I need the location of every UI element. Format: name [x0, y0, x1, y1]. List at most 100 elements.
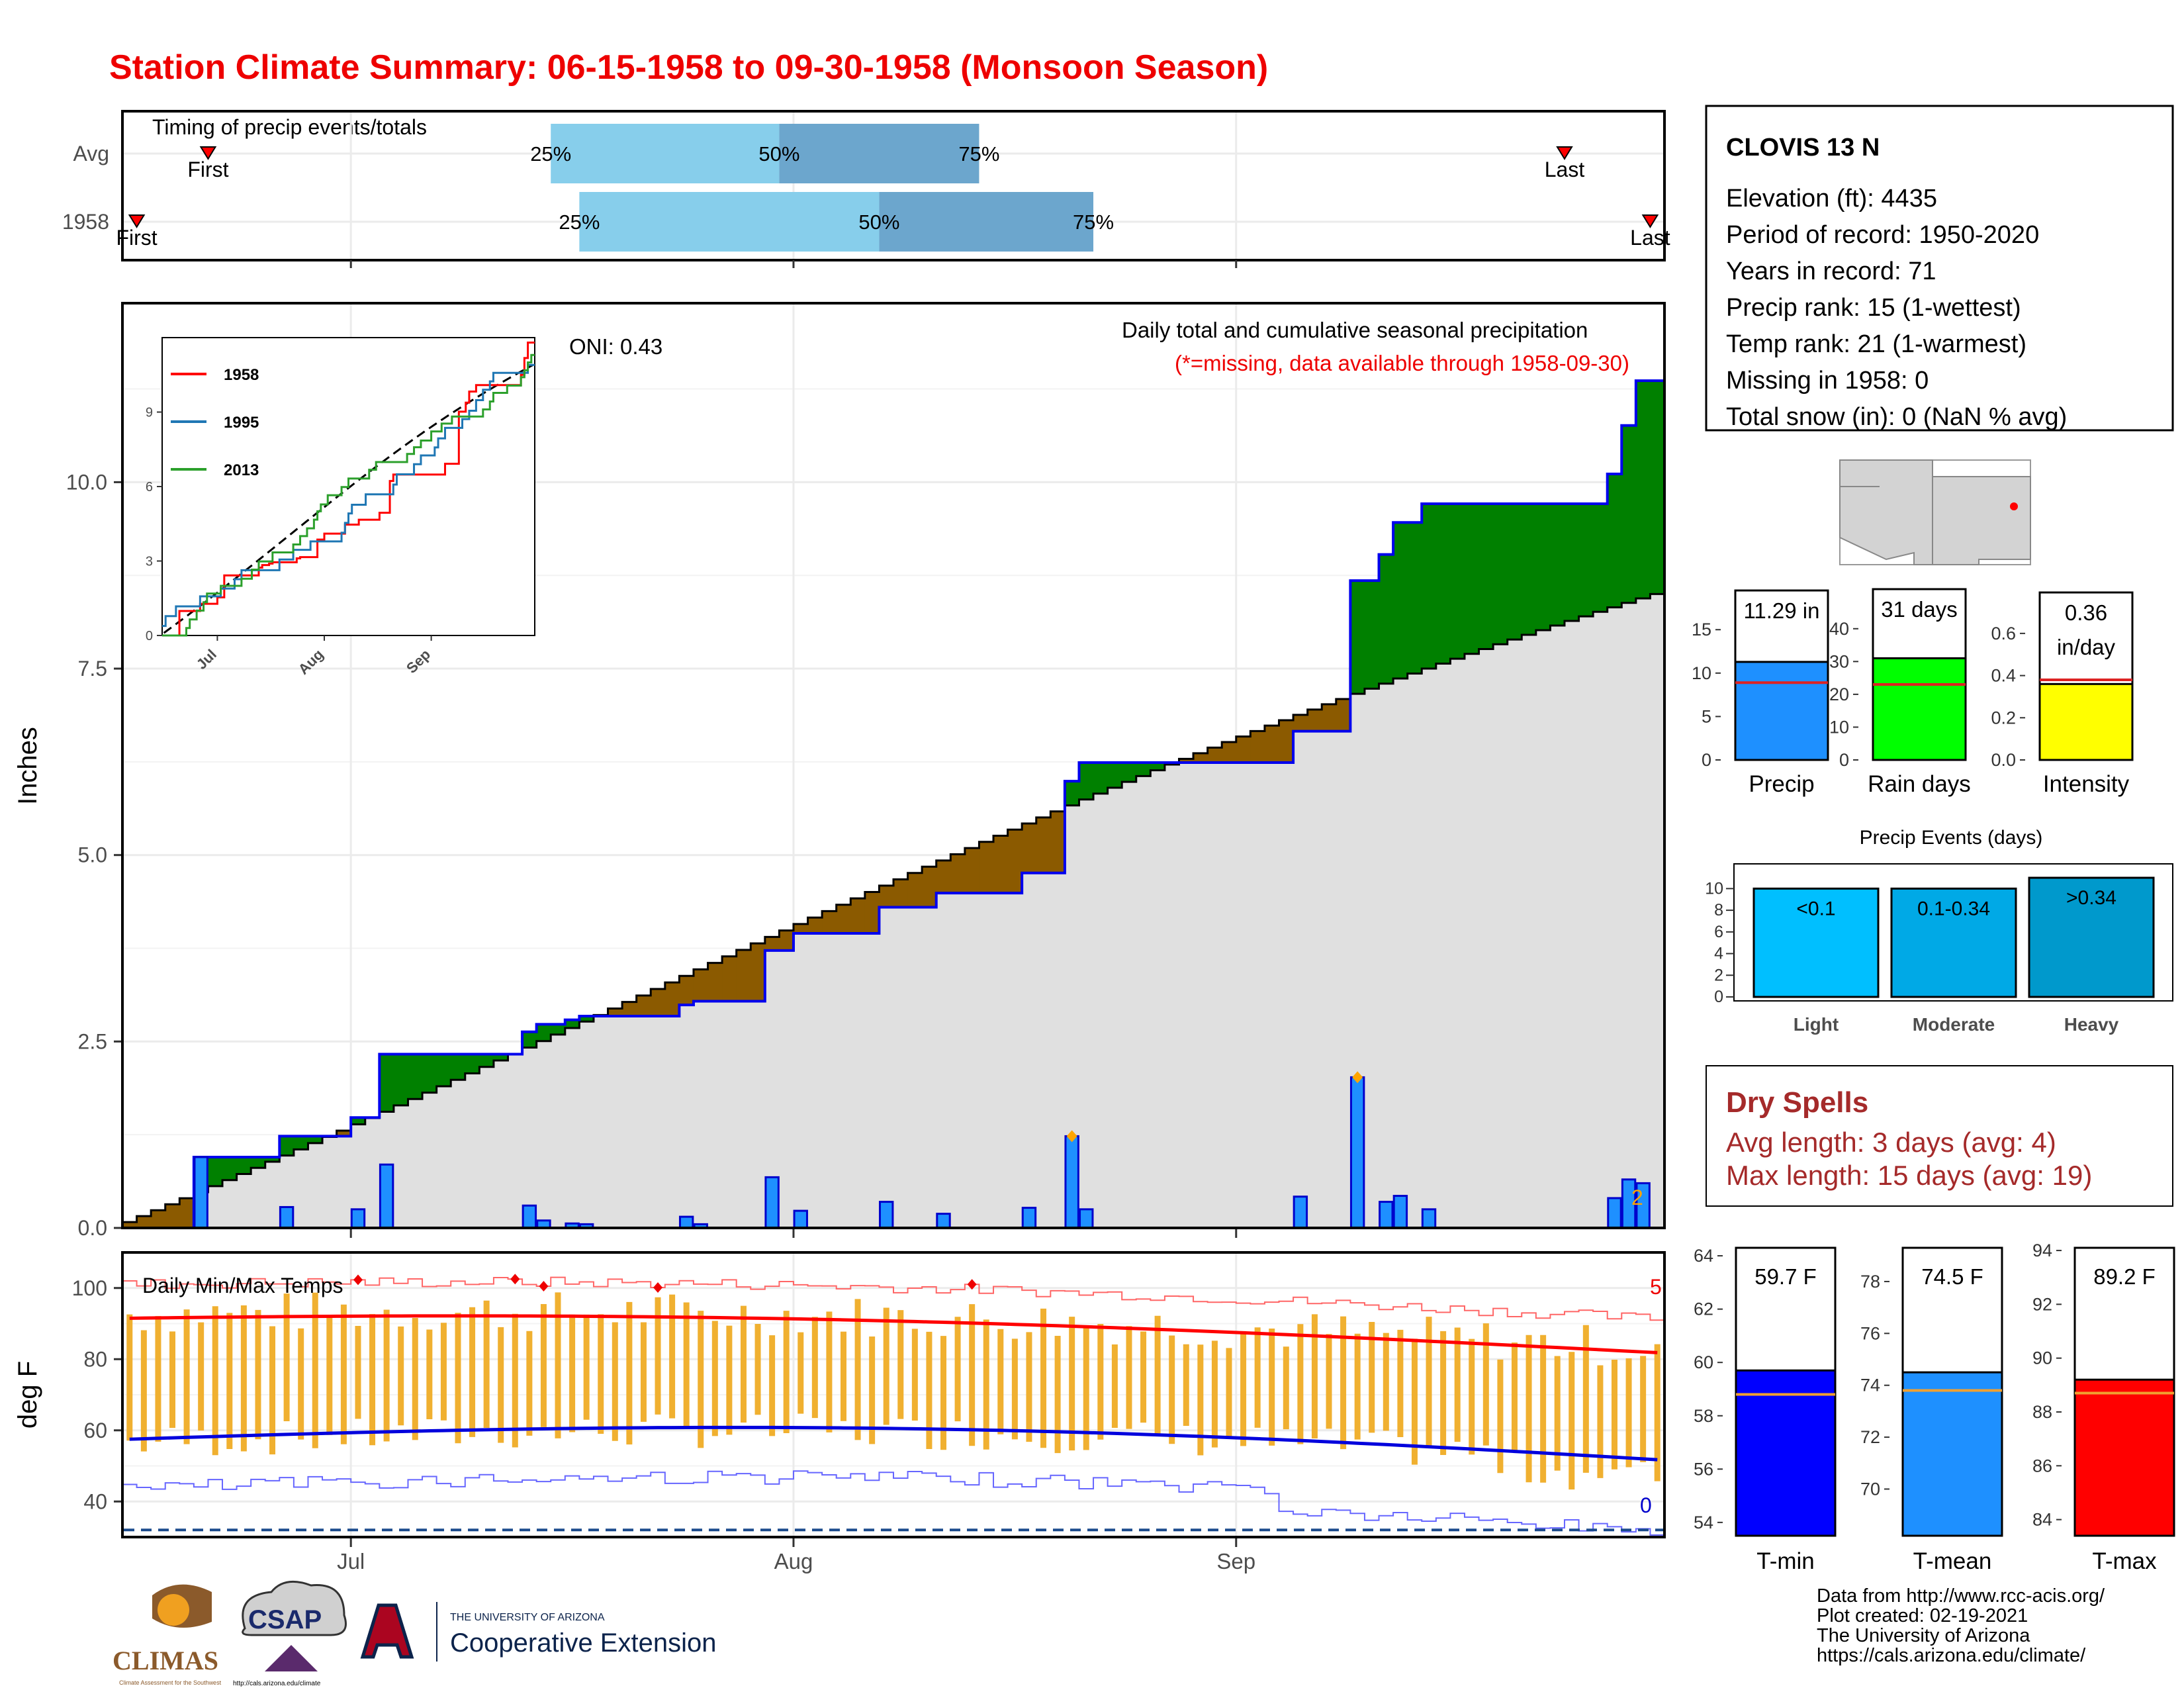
- temp-panel: 40 60 80 100 Jul Aug Sep Daily Min/Max Temps 5…: [13, 1251, 1666, 1573]
- events-xlabel: Heavy: [2064, 1014, 2119, 1035]
- temp-corner-bottom: 0: [1640, 1493, 1652, 1517]
- dry-departure-strip: [151, 1210, 166, 1228]
- csap-url: http://cals.arizona.edu/climate: [233, 1680, 321, 1687]
- daily-precip-bar: [1607, 1197, 1622, 1229]
- tbar-ytick-label: 78: [1860, 1272, 1880, 1291]
- inset-ytick-label: 0: [146, 629, 153, 643]
- summary-ytick-label: 0.0: [1991, 750, 2016, 770]
- summary-ytick-label: 0.2: [1991, 708, 2016, 727]
- summary-ytick-label: 15: [1692, 620, 1711, 639]
- cumulative-departure-strip: [1621, 425, 1637, 603]
- mountain-icon: [265, 1645, 318, 1671]
- temp-corner-top: 5: [1650, 1275, 1662, 1299]
- dry-departure-strip: [651, 988, 666, 1017]
- station-info-line: Years in record: 71: [1726, 258, 1936, 285]
- dry-departure-strip: [664, 982, 680, 1017]
- ua-block-a-icon: [360, 1603, 414, 1659]
- events-bar-label: >0.34: [2066, 887, 2116, 909]
- tbar-value-label: 59.7 F: [1754, 1264, 1817, 1289]
- precip-marks: [122, 379, 1665, 1229]
- daily-precip-bar: [1079, 1208, 1094, 1229]
- temp-ytick-label: 60: [83, 1419, 107, 1442]
- station-info-line: Temp rank: 21 (1-warmest): [1726, 330, 2026, 358]
- dry-departure-strip: [879, 885, 894, 908]
- cumulative-departure-strip: [1422, 504, 1437, 669]
- precip-ytick-label: 5.0: [78, 843, 107, 867]
- events-xlabel: Light: [1794, 1014, 1839, 1035]
- tbar-ytick-label: 60: [1694, 1352, 1713, 1372]
- daily-precip-bar: [350, 1208, 366, 1229]
- dry-departure-strip: [1222, 742, 1237, 763]
- cumulative-departure-strip: [1650, 381, 1665, 594]
- dry-departure-strip: [1322, 704, 1337, 731]
- dry-departure-strip: [1293, 714, 1308, 731]
- cumulative-departure-strip: [1107, 762, 1122, 788]
- cumulative-departure-strip: [1522, 504, 1537, 635]
- footer: CLIMAS Climate Assessment for the Southw…: [113, 1580, 2105, 1687]
- station-info-line: Elevation (ft): 4435: [1726, 185, 1937, 212]
- station-info-line: Period of record: 1950-2020: [1726, 221, 2039, 249]
- tbar-ytick-label: 62: [1694, 1299, 1713, 1319]
- cumulative-departure-strip: [1507, 504, 1522, 640]
- station-info-line: Precip rank: 15 (1-wettest): [1726, 294, 2021, 322]
- cloud-icon: [242, 1580, 347, 1636]
- timing-q25-q50-bar: [551, 124, 780, 183]
- dry-departure-strip: [1207, 747, 1222, 763]
- timing-q75-label: 75%: [958, 142, 999, 165]
- dry-departure-strip: [1307, 709, 1322, 731]
- cumulative-departure-strip: [293, 1136, 309, 1150]
- dry-departure-strip: [165, 1204, 180, 1228]
- summary-xlabel: Intensity: [2043, 771, 2130, 797]
- timing-q25-label: 25%: [559, 211, 600, 234]
- dry-departure-strip: [1050, 811, 1066, 873]
- cumulative-departure-strip: [536, 1024, 551, 1041]
- events-ytick-label: 0: [1714, 988, 1723, 1006]
- dry-departure-strip: [764, 937, 780, 951]
- events-bar: [1752, 887, 1880, 998]
- timing-row-label: 1958: [62, 210, 109, 234]
- summary-value-label: 0.36: [2065, 600, 2107, 625]
- cumulative-departure-strip: [1464, 504, 1480, 654]
- precip-panel: 0.0 2.5 5.0 7.5 10.0 Daily total and cumulat…: [13, 302, 1666, 1240]
- page-title: Station Climate Summary: 06-15-1958 to 0…: [109, 48, 1269, 87]
- dry-departure-strip: [1193, 753, 1208, 763]
- footer-credit-line: Plot created: 02-19-2021: [1817, 1605, 2028, 1626]
- cumulative-departure-strip: [1493, 504, 1508, 645]
- summary-bar-charts: 0 5 10 15 11.29 in Precip 0 10 20 30 40 31 days Rain…: [1692, 588, 2134, 797]
- inset-series-line: [162, 363, 535, 628]
- timing-last-label: Last: [1630, 226, 1670, 250]
- dry-departure-strip: [1007, 829, 1023, 894]
- tbar-xlabel: T-min: [1756, 1548, 1815, 1574]
- temp-marks: [122, 1274, 1664, 1536]
- record-daily-marker: [1066, 1130, 1077, 1143]
- record-high-marker: [353, 1274, 363, 1286]
- tbar-ytick-label: 70: [1860, 1479, 1880, 1499]
- cumulative-departure-strip: [1379, 554, 1394, 684]
- tbar-ytick-label: 90: [2032, 1348, 2052, 1368]
- temp-summary-bars: 54 56 58 60 62 64 59.7 F T-min 70 72 74 76 78 74.5 F T…: [1694, 1241, 2175, 1574]
- cumulative-departure-strip: [493, 1054, 509, 1061]
- summary-ytick-label: 10: [1692, 663, 1711, 683]
- events-xlabel: Moderate: [1913, 1014, 1995, 1035]
- temp-ytick-label: 40: [83, 1489, 107, 1513]
- events-ytick-label: 4: [1714, 945, 1723, 963]
- dry-spells-box: Dry Spells Avg length: 3 days (avg: 4) M…: [1706, 1065, 2173, 1207]
- cumulative-departure-strip: [1079, 762, 1094, 800]
- tbar-ytick-label: 74: [1860, 1376, 1880, 1395]
- daily-precip-bar: [764, 1176, 780, 1229]
- climas-logo: CLIMAS Climate Assessment for the Southw…: [113, 1584, 222, 1686]
- climas-text: CLIMAS: [113, 1646, 218, 1675]
- precip-corner-label: 2: [1631, 1186, 1643, 1209]
- summary-value-label: 31 days: [1881, 597, 1958, 622]
- events-bar: [2028, 876, 2155, 998]
- footer-credit-line: The University of Arizona: [1817, 1625, 2030, 1646]
- timing-q50-label: 50%: [758, 142, 799, 165]
- timing-first-label: First: [116, 226, 157, 250]
- dry-departure-strip: [693, 969, 709, 1002]
- cumulative-departure-strip: [579, 1016, 594, 1022]
- month-tick-label: Aug: [774, 1549, 813, 1573]
- dry-spells-title: Dry Spells: [1726, 1086, 1868, 1119]
- dry-spells-avg: Avg length: 3 days (avg: 4): [1726, 1127, 2056, 1158]
- events-ytick-label: 2: [1714, 966, 1723, 984]
